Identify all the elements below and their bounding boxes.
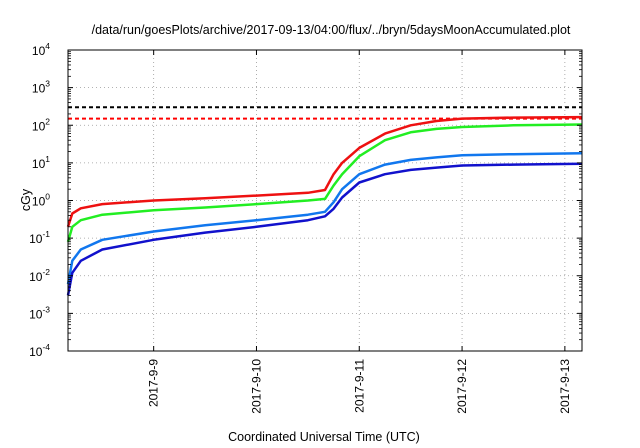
- y-tick-label: 102: [32, 116, 50, 133]
- x-axis-label: Coordinated Universal Time (UTC): [228, 430, 420, 444]
- y-tick-label: 10-2: [29, 267, 50, 284]
- series-group: [66, 115, 583, 296]
- y-tick-label: 100: [32, 192, 50, 209]
- y-axis-label: cGy: [19, 188, 33, 211]
- x-tick-label: 2017-9-9: [147, 359, 161, 407]
- series-line: [66, 123, 583, 243]
- x-tick-label: 2017-9-10: [249, 359, 263, 414]
- chart-title: /data/run/goesPlots/archive/2017-09-13/0…: [92, 23, 571, 37]
- series-line: [66, 115, 583, 228]
- x-tick-label: 2017-9-12: [455, 359, 469, 414]
- y-tick-label: 104: [32, 41, 50, 58]
- series-line: [66, 152, 583, 285]
- x-axis: 2017-9-9 2017-9-10 2017-9-11 2017-9-12 2017-…: [147, 50, 572, 414]
- y-tick-label: 103: [32, 79, 50, 96]
- y-tick-label: 101: [32, 154, 50, 171]
- y-tick-label: 10-4: [29, 342, 50, 359]
- y-tick-label: 10-3: [29, 304, 50, 321]
- series-line: [66, 162, 583, 296]
- y-tick-label: 10-1: [29, 229, 50, 246]
- x-tick-label: 2017-9-13: [558, 359, 572, 414]
- y-axis: 10-4 10-3 10-2 10-1 100 101 102 103 104: [29, 41, 582, 359]
- x-tick-label: 2017-9-11: [352, 359, 366, 413]
